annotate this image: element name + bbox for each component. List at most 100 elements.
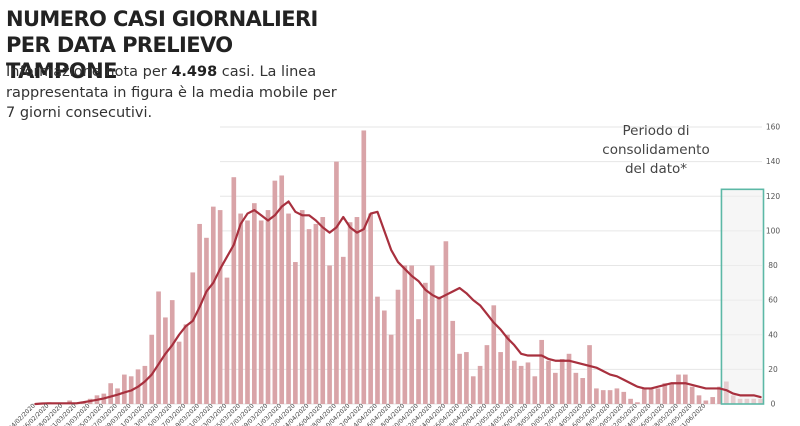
bar [443, 241, 449, 404]
bar [409, 265, 415, 404]
bar [340, 256, 346, 404]
bar [375, 296, 380, 404]
x-axis-labels: 24/02/202026/02/202028/02/202001/03/2020… [7, 402, 707, 426]
bar [710, 397, 716, 404]
bar [553, 372, 558, 404]
chart-subtitle: Informazione nota per 4.498 casi. La lin… [6, 62, 346, 124]
bar [594, 388, 599, 404]
bar [258, 220, 264, 404]
bar [361, 130, 367, 404]
bar [238, 213, 243, 404]
bar [450, 320, 456, 404]
bar [224, 277, 230, 404]
bar [176, 341, 182, 404]
bar [210, 206, 216, 404]
bar [580, 378, 586, 404]
bar [163, 317, 168, 404]
bar [334, 161, 339, 404]
bar [477, 365, 483, 404]
bar [402, 265, 408, 404]
bar [683, 374, 688, 404]
bar [676, 374, 681, 404]
bar [546, 360, 551, 404]
bar [286, 213, 291, 404]
bar [299, 210, 305, 404]
bar [142, 365, 148, 404]
bar [231, 177, 237, 404]
bar [347, 222, 353, 404]
chart-title: NUMERO CASI GIORNALIERI PER DATA PRELIEV… [6, 6, 346, 84]
bar [313, 223, 319, 404]
bar [600, 390, 606, 404]
bar [115, 388, 120, 404]
bar [197, 223, 202, 404]
bar [566, 353, 572, 404]
y-tick-label: 160 [766, 123, 781, 132]
bar [689, 386, 695, 404]
bar [491, 305, 497, 404]
bar [149, 334, 155, 404]
y-tick-label: 0 [771, 400, 776, 409]
bar [169, 300, 175, 404]
bar [573, 372, 579, 404]
bar [429, 265, 435, 404]
bar [327, 265, 332, 404]
y-tick-label: 40 [768, 330, 778, 339]
bar [717, 386, 722, 404]
bar [621, 391, 627, 404]
bar [156, 291, 161, 404]
bar [641, 388, 647, 404]
bar [655, 388, 661, 404]
consolidation-box [720, 188, 765, 405]
bar [320, 217, 326, 404]
bar [498, 352, 503, 404]
bar [279, 175, 285, 404]
bar [190, 272, 196, 404]
bar [245, 220, 250, 404]
bar [559, 358, 565, 404]
bar [587, 345, 592, 404]
title-line-1: NUMERO CASI GIORNALIERI [6, 7, 318, 31]
bar [252, 203, 257, 404]
bar [108, 383, 113, 404]
bar [204, 237, 209, 404]
y-tick-label: 20 [768, 365, 778, 374]
bar [464, 352, 469, 404]
bar [122, 374, 127, 404]
bar [293, 262, 298, 404]
y-tick-label: 80 [768, 261, 778, 270]
case-count: 4.498 [171, 64, 218, 80]
bar [505, 334, 510, 404]
bar [511, 360, 517, 404]
bar [381, 310, 387, 404]
bar [470, 376, 476, 404]
bar [395, 289, 401, 404]
bar [703, 400, 709, 404]
consolidation-label-2: consolidamento [602, 142, 709, 158]
bar [368, 213, 373, 404]
bar [532, 376, 538, 404]
y-tick-label: 100 [766, 226, 781, 235]
bar [518, 365, 524, 404]
bar [354, 217, 360, 404]
bar [272, 180, 278, 404]
bar [457, 353, 462, 404]
y-axis-labels: 0 20 40 60 80 100 120 140 160 [766, 123, 781, 409]
bar [388, 334, 394, 404]
bar [416, 319, 421, 404]
consolidation-label-1: Periodo di [623, 123, 690, 139]
bar [648, 388, 654, 404]
bar [525, 362, 531, 404]
bar [696, 395, 702, 404]
bar [628, 398, 633, 404]
y-tick-label: 120 [766, 192, 781, 201]
y-tick-label: 140 [766, 157, 781, 166]
y-tick-label: 60 [768, 296, 778, 305]
bar [436, 296, 442, 404]
bar [217, 210, 223, 404]
bar [265, 210, 271, 404]
bar [614, 388, 620, 404]
bar [306, 229, 312, 404]
bar [423, 282, 428, 404]
